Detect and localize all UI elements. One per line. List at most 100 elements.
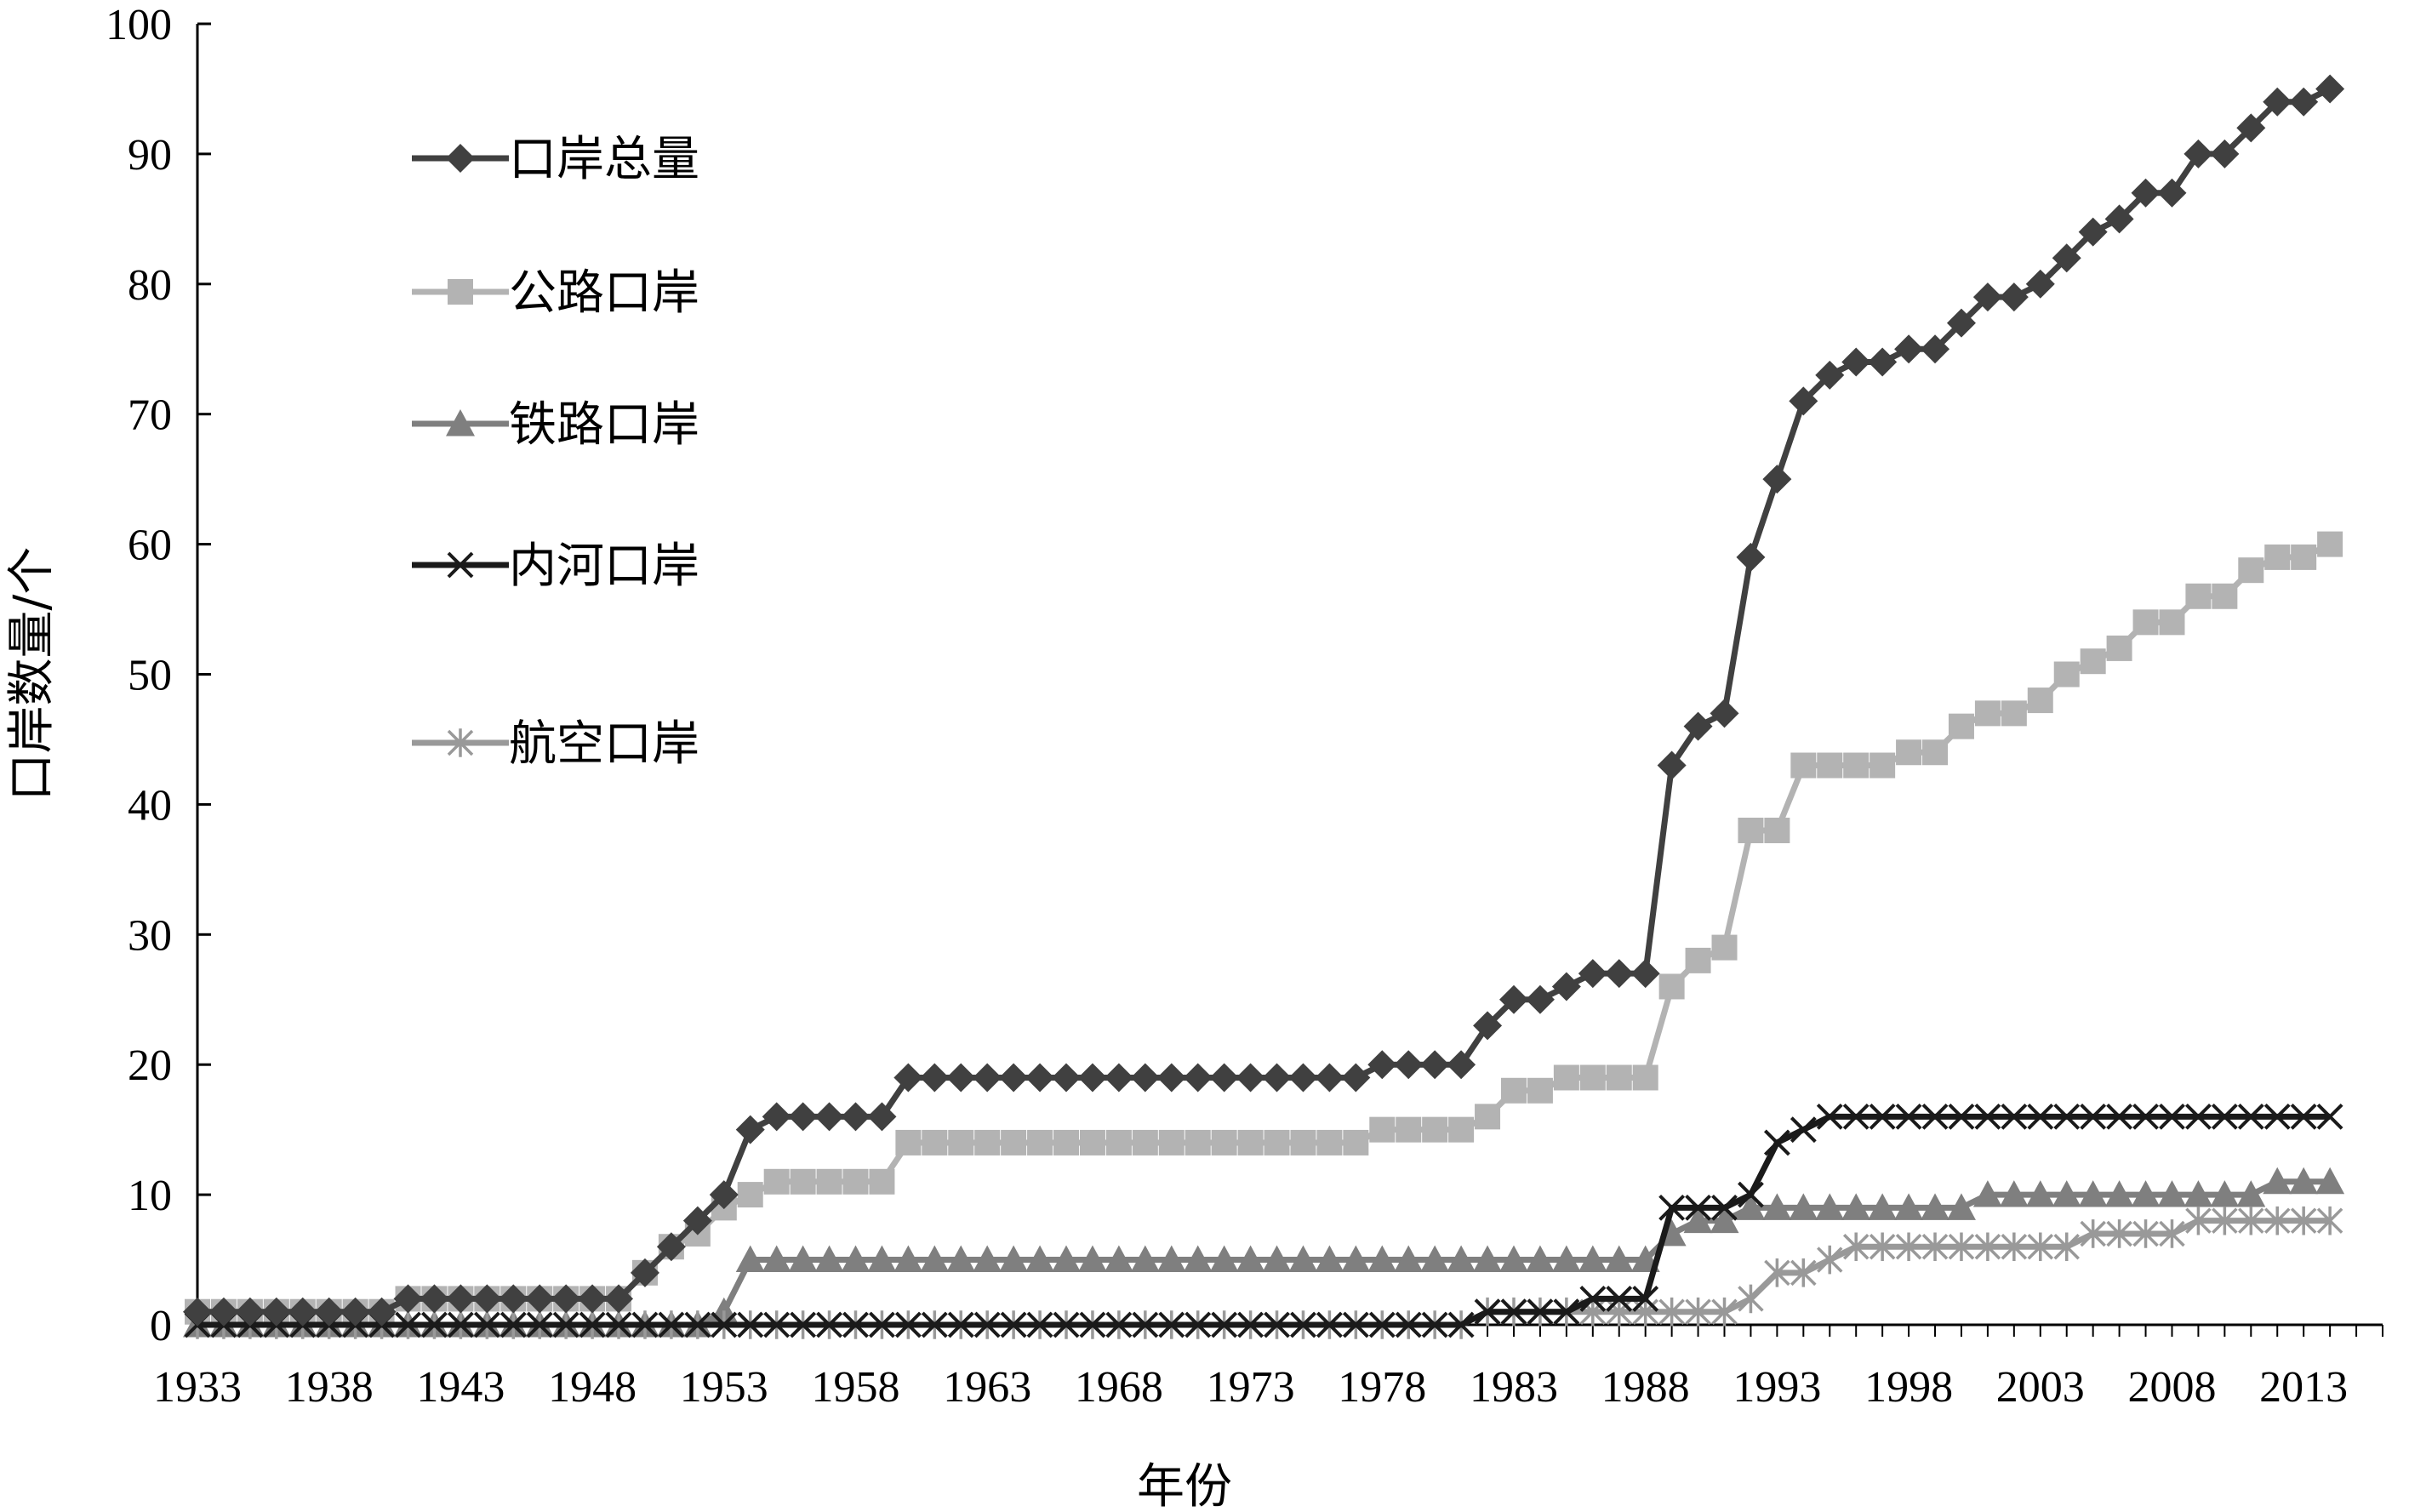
- data-point: [1895, 1103, 1922, 1130]
- data-point: [2131, 1180, 2161, 1207]
- data-point: [1498, 1245, 1528, 1272]
- data-point: [1183, 1245, 1213, 1272]
- y-tick-label: 30: [128, 911, 172, 960]
- data-point: [2104, 1180, 2134, 1207]
- data-point: [1026, 1311, 1053, 1338]
- legend-item: 公路口岸: [412, 265, 699, 321]
- data-point: [1132, 1129, 1158, 1155]
- data-point: [1237, 1311, 1264, 1338]
- data-point: [578, 1284, 608, 1314]
- data-point: [1894, 334, 1924, 364]
- data-point: [2025, 1180, 2055, 1207]
- data-point: [2238, 1206, 2264, 1235]
- data-point: [2027, 688, 2053, 714]
- data-point: [1105, 1311, 1133, 1338]
- data-point: [1578, 1245, 1607, 1272]
- data-point: [1896, 739, 1922, 766]
- data-point: [1447, 1245, 1476, 1272]
- legend-marker: [447, 728, 474, 757]
- data-point: [2212, 1206, 2238, 1235]
- data-point: [737, 1311, 764, 1338]
- data-point: [1683, 1206, 1713, 1234]
- x-tick-label: 1978: [1338, 1363, 1426, 1412]
- data-point: [1422, 1116, 1448, 1143]
- data-point: [2025, 269, 2055, 299]
- legend-marker: [448, 279, 473, 305]
- data-point: [1817, 752, 1843, 779]
- data-point: [1606, 1064, 1632, 1091]
- x-tick-label: 2003: [1996, 1363, 2085, 1412]
- data-point: [1077, 1245, 1107, 1272]
- data-point: [1736, 1193, 1766, 1220]
- data-point: [1553, 1298, 1580, 1326]
- y-tick-label: 70: [128, 391, 172, 440]
- data-point: [2185, 583, 2212, 609]
- data-point: [2157, 1180, 2187, 1207]
- data-point: [1657, 750, 1687, 780]
- data-point: [1527, 1077, 1553, 1104]
- data-point: [1604, 1245, 1634, 1272]
- data-point: [1000, 1311, 1027, 1338]
- data-point: [1738, 1284, 1764, 1314]
- data-point: [2053, 1232, 2080, 1262]
- data-point: [1264, 1129, 1290, 1155]
- data-point: [393, 1284, 423, 1314]
- data-point: [841, 1102, 871, 1132]
- y-tick-label: 60: [128, 522, 172, 570]
- data-point: [947, 1311, 974, 1338]
- data-point: [1498, 984, 1528, 1014]
- data-point: [367, 1297, 397, 1327]
- data-point: [1447, 1050, 1476, 1080]
- data-point: [1053, 1129, 1080, 1155]
- data-point: [499, 1284, 528, 1314]
- data-point: [1211, 1129, 1237, 1155]
- data-point: [1762, 465, 1792, 494]
- data-point: [1711, 934, 1738, 961]
- data-point: [1974, 700, 2001, 727]
- data-point: [1447, 1311, 1475, 1338]
- data-point: [1658, 1297, 1685, 1327]
- data-point: [447, 1311, 474, 1338]
- data-point: [2290, 1206, 2317, 1235]
- data-point: [1394, 1245, 1424, 1272]
- data-point: [1579, 1286, 1607, 1312]
- data-point: [1762, 1193, 1792, 1220]
- data-point: [1551, 972, 1581, 1001]
- data-point: [1606, 1286, 1633, 1312]
- data-point: [1578, 959, 1607, 989]
- x-tick-label: 2008: [2127, 1363, 2216, 1412]
- data-point: [2078, 217, 2108, 247]
- legend-item: 航空口岸: [412, 716, 699, 772]
- data-point: [1209, 1245, 1239, 1272]
- data-point: [183, 1297, 212, 1327]
- data-point: [893, 1245, 923, 1272]
- data-point: [2027, 1232, 2054, 1262]
- data-point: [1551, 1245, 1581, 1272]
- data-point: [1079, 1311, 1106, 1338]
- data-point: [1948, 1232, 1975, 1262]
- data-point: [1974, 1103, 2001, 1130]
- data-point: [1077, 1063, 1107, 1093]
- data-point: [2210, 139, 2240, 168]
- data-point: [709, 1180, 739, 1210]
- data-point: [2263, 1167, 2292, 1195]
- data-point: [1972, 1180, 2002, 1207]
- data-point: [526, 1311, 553, 1338]
- data-point: [1763, 1129, 1790, 1156]
- data-point: [682, 1206, 712, 1235]
- data-point: [1025, 1245, 1055, 1272]
- data-point: [895, 1129, 922, 1155]
- data-point: [1262, 1063, 1292, 1093]
- data-point: [869, 1168, 895, 1195]
- x-tick-label: 1958: [811, 1363, 899, 1412]
- data-point: [684, 1311, 711, 1338]
- y-tick-label: 90: [128, 131, 172, 180]
- data-point: [1185, 1311, 1212, 1338]
- data-point: [790, 1168, 816, 1195]
- data-point: [499, 1311, 527, 1338]
- data-point: [814, 1102, 844, 1132]
- data-point: [1105, 1129, 1132, 1155]
- data-point: [261, 1297, 291, 1327]
- data-point: [1711, 1297, 1738, 1327]
- data-point: [999, 1245, 1029, 1272]
